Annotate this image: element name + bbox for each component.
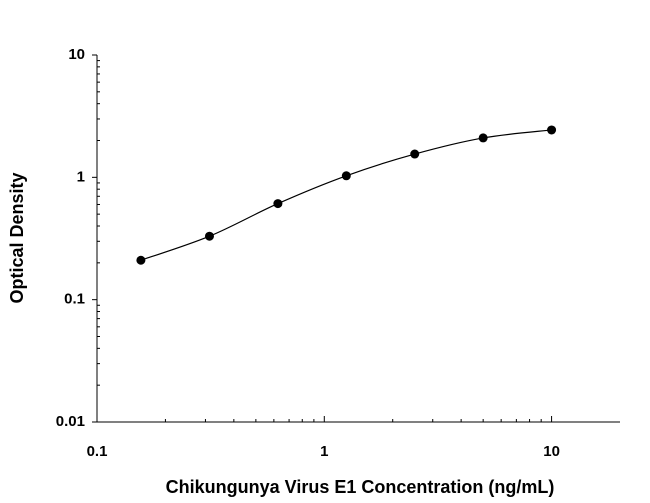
y-axis-label: Optical Density xyxy=(7,172,27,303)
data-point xyxy=(547,125,557,135)
y-tick-label: 10 xyxy=(68,46,85,63)
y-tick-label: 0.1 xyxy=(64,291,85,308)
data-point xyxy=(273,199,283,209)
fit-line xyxy=(140,129,552,261)
data-point xyxy=(341,171,351,181)
data-point xyxy=(136,255,146,265)
data-point xyxy=(410,149,420,159)
y-tick-label: 0.01 xyxy=(56,413,85,430)
x-tick-label: 10 xyxy=(543,443,560,460)
x-tick-label: 0.1 xyxy=(87,443,108,460)
y-tick-label: 1 xyxy=(77,168,85,185)
data-point xyxy=(204,231,214,241)
x-tick-label: 1 xyxy=(320,443,328,460)
x-axis-label: Chikungunya Virus E1 Concentration (ng/m… xyxy=(166,477,555,497)
data-point xyxy=(478,133,488,143)
